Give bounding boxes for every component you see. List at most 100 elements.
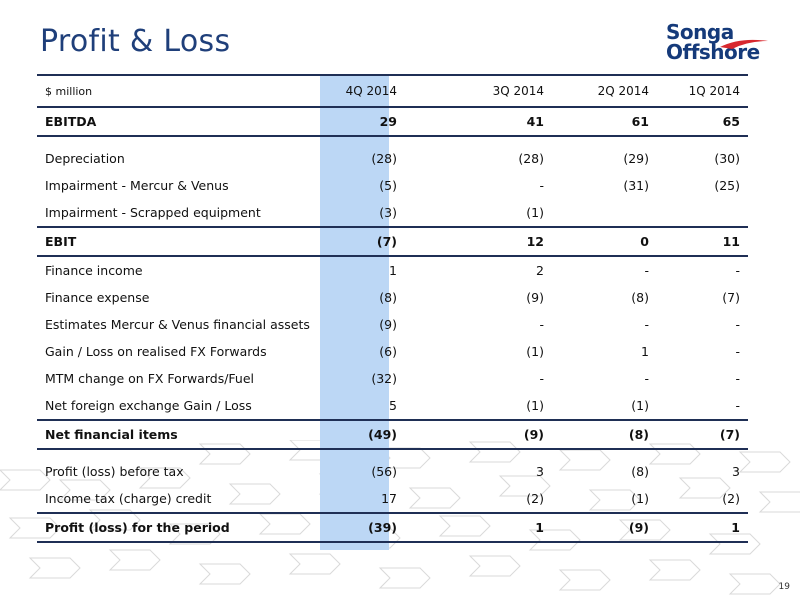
cell-value: - [735, 344, 740, 359]
cell-value: 1 [657, 513, 748, 543]
page-number: 19 [778, 582, 790, 592]
row-label: Impairment - Scrapped equipment [37, 199, 328, 228]
cell-value: (8) [379, 290, 397, 305]
company-logo: Songa Offshore [662, 20, 772, 68]
cell-value: (6) [379, 344, 397, 359]
cell-value: (28) [518, 151, 544, 166]
cell-value: 3 [732, 464, 740, 479]
table-row: Net foreign exchange Gain / Loss 5 (1) (… [37, 392, 748, 421]
cell-value: 12 [405, 227, 552, 257]
cell-value: 0 [552, 227, 657, 257]
cell-value: (9) [552, 513, 657, 543]
cell-value: (8) [631, 290, 649, 305]
table-row: Profit (loss) for the period (39) 1 (9) … [37, 513, 748, 543]
cell-value: 11 [657, 227, 748, 257]
cell-value: 1 [405, 513, 552, 543]
cell-value: 3 [536, 464, 544, 479]
row-label: EBITDA [37, 107, 328, 137]
cell-value: (56) [371, 464, 397, 479]
header-2q2014: 2Q 2014 [552, 74, 657, 108]
cell-value: - [735, 371, 740, 386]
table-row: Net financial items (49) (9) (8) (7) [37, 420, 748, 450]
cell-value: (8) [552, 420, 657, 450]
cell-value: 29 [328, 107, 405, 137]
table-row: Income tax (charge) credit 17 (2) (1) (2… [37, 485, 748, 514]
header-4q2014: 4Q 2014 [328, 74, 405, 108]
cell-value: 61 [552, 107, 657, 137]
table-row: Gain / Loss on realised FX Forwards (6) … [37, 338, 748, 365]
cell-value: (49) [328, 420, 405, 450]
table-row: Impairment - Scrapped equipment (3) (1) [37, 199, 748, 228]
cell-value: (7) [328, 227, 405, 257]
cell-value [657, 199, 748, 228]
cell-value: - [735, 317, 740, 332]
cell-value: (3) [328, 199, 405, 228]
cell-value: 65 [657, 107, 748, 137]
cell-value: (29) [623, 151, 649, 166]
table-row: Finance expense (8) (9) (8) (7) [37, 284, 748, 311]
cell-value: 41 [405, 107, 552, 137]
cell-value: - [644, 263, 649, 278]
cell-value: - [644, 317, 649, 332]
cell-value: (5) [379, 178, 397, 193]
cell-value: - [657, 392, 748, 421]
cell-value: (9) [379, 317, 397, 332]
pnl-table-wrapper: $ million 4Q 2014 3Q 2014 2Q 2014 1Q 201… [37, 74, 748, 550]
cell-value: (8) [631, 464, 649, 479]
cell-value: (2) [405, 485, 552, 514]
cell-value: (30) [714, 151, 740, 166]
cell-value: - [644, 371, 649, 386]
chevron-pattern-background [0, 440, 800, 595]
page-title: Profit & Loss [40, 24, 231, 59]
row-label: EBIT [37, 227, 328, 257]
table-spacer [37, 449, 748, 458]
table-header: $ million 4Q 2014 3Q 2014 2Q 2014 1Q 201… [37, 74, 748, 108]
cell-value: (31) [623, 178, 649, 193]
cell-value: 1 [641, 344, 649, 359]
table-row: Estimates Mercur & Venus financial asset… [37, 311, 748, 338]
cell-value: 5 [328, 392, 405, 421]
cell-value: (7) [657, 420, 748, 450]
cell-value: (1) [405, 392, 552, 421]
cell-value: (7) [722, 290, 740, 305]
cell-value: (1) [526, 344, 544, 359]
pnl-table: $ million 4Q 2014 3Q 2014 2Q 2014 1Q 201… [37, 74, 748, 543]
cell-value: 2 [536, 263, 544, 278]
row-label: Finance income [45, 263, 143, 278]
logo-line1: Songa [666, 20, 734, 44]
row-label: Net foreign exchange Gain / Loss [37, 392, 328, 421]
row-label: Profit (loss) before tax [45, 464, 184, 479]
table-row: EBIT (7) 12 0 11 [37, 227, 748, 257]
logo-swoosh-icon [720, 39, 768, 49]
table-row: Finance income 1 2 - - [37, 256, 748, 284]
current-quarter-highlight [320, 76, 389, 550]
cell-value: (28) [371, 151, 397, 166]
cell-value: (1) [552, 392, 657, 421]
row-label: Net financial items [37, 420, 328, 450]
cell-value [552, 199, 657, 228]
cell-value: (1) [552, 485, 657, 514]
table-row: Profit (loss) before tax (56) 3 (8) 3 [37, 458, 748, 485]
header-unit: $ million [37, 74, 328, 108]
cell-value: 17 [328, 485, 405, 514]
row-label: Impairment - Mercur & Venus [45, 178, 229, 193]
cell-value: (32) [371, 371, 397, 386]
table-row: MTM change on FX Forwards/Fuel (32) - - … [37, 365, 748, 392]
table-spacer [37, 136, 748, 145]
table-row: EBITDA 29 41 61 65 [37, 107, 748, 137]
cell-value: (9) [405, 420, 552, 450]
row-label: MTM change on FX Forwards/Fuel [45, 371, 255, 386]
row-label: Income tax (charge) credit [37, 485, 328, 514]
cell-value: (9) [526, 290, 544, 305]
row-label: Depreciation [45, 151, 125, 166]
cell-value: - [735, 263, 740, 278]
header-3q2014: 3Q 2014 [405, 74, 552, 108]
row-label: Gain / Loss on realised FX Forwards [45, 344, 267, 359]
cell-value: (2) [657, 485, 748, 514]
cell-value: (25) [714, 178, 740, 193]
row-label: Estimates Mercur & Venus financial asset… [45, 317, 310, 332]
cell-value: 1 [389, 263, 397, 278]
cell-value: - [539, 317, 544, 332]
row-label: Profit (loss) for the period [37, 513, 328, 543]
cell-value: (1) [405, 199, 552, 228]
